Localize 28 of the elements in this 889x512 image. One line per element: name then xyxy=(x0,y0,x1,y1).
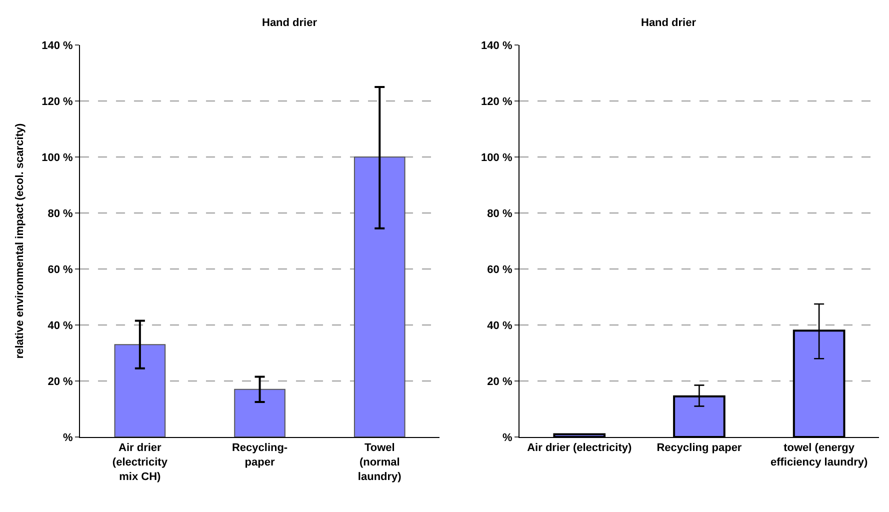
x-tick-label: Towel (normal laundry) xyxy=(358,442,402,483)
y-tick-label: 100 % xyxy=(481,152,512,164)
bar xyxy=(114,344,166,437)
x-tick-label: Recycling paper xyxy=(656,442,742,454)
bar xyxy=(234,388,286,437)
y-tick-label: 140 % xyxy=(481,40,512,52)
y-tick-label: 120 % xyxy=(42,96,74,108)
x-tick-label: towel (energy efficiency laundry) xyxy=(770,442,868,468)
bar xyxy=(354,156,406,437)
x-tick-label: Air drier (electricity) xyxy=(527,442,632,454)
y-tick-label: 20 % xyxy=(48,376,74,388)
y-tick-label: % xyxy=(63,432,74,444)
y-tick-label: 40 % xyxy=(487,320,512,332)
y-tick-label: 60 % xyxy=(48,264,74,276)
y-tick-label: 120 % xyxy=(481,96,512,108)
y-tick-label: 40 % xyxy=(48,320,74,332)
y-tick-label: 80 % xyxy=(48,208,74,220)
x-tick-label: Recycling- paper xyxy=(232,442,288,468)
y-tick-label: 60 % xyxy=(487,264,512,276)
y-axis-title: relative environmental impact (ecol. scarcity) xyxy=(14,122,26,359)
x-tick-label: Air drier (electricity mix CH) xyxy=(112,442,168,483)
y-tick-label: 80 % xyxy=(487,208,512,220)
y-tick-label: 140 % xyxy=(42,40,74,52)
y-tick-label: % xyxy=(502,432,512,444)
chart-title: Hand drier xyxy=(641,17,697,29)
y-tick-label: 20 % xyxy=(487,376,512,388)
chart-title: Hand drier xyxy=(262,17,318,29)
y-tick-label: 100 % xyxy=(42,152,74,164)
